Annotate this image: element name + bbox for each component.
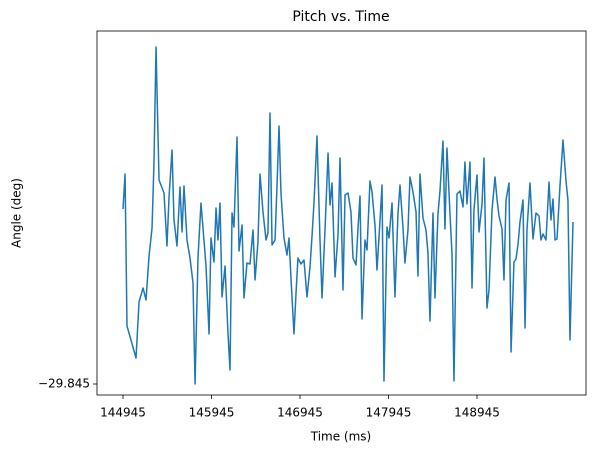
y-tick-label: −29.845 xyxy=(38,377,90,391)
x-tick-label: 145945 xyxy=(189,406,235,420)
x-tick-label: 146945 xyxy=(277,406,323,420)
x-tick-label: 144945 xyxy=(100,406,146,420)
line xyxy=(122,46,574,385)
chart-title: Pitch vs. Time xyxy=(292,9,389,25)
x-axis-label: Time (ms) xyxy=(310,430,372,444)
plot-frame xyxy=(96,30,587,396)
x-tick-label: 147945 xyxy=(366,406,412,420)
x-tick-label: 148945 xyxy=(454,406,500,420)
y-axis-label: Angle (deg) xyxy=(10,178,24,248)
